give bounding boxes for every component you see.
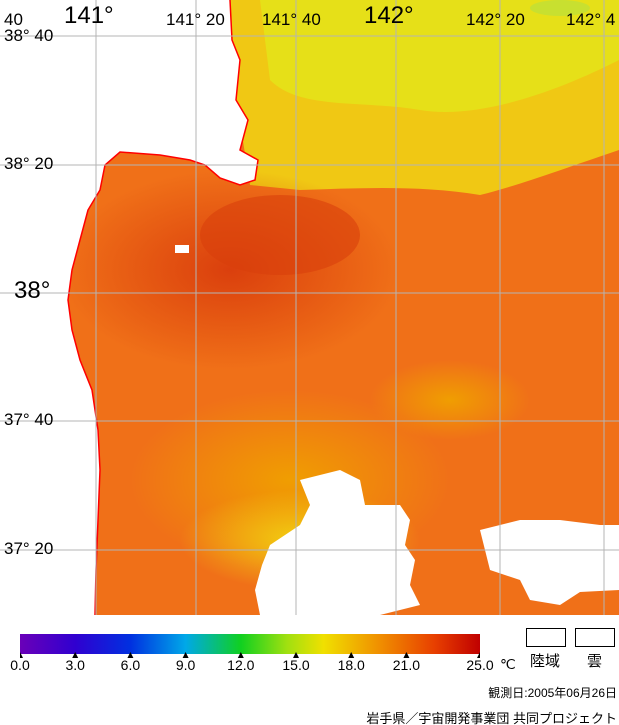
lon-label: 141° 20 [166,10,225,29]
lon-label: 142° [364,2,414,29]
color-scale-tick [182,652,189,658]
color-scale-tick-label: 15.0 [282,657,310,673]
lat-label: 38° 40 [4,26,54,45]
lon-label: 142° 20 [466,10,525,29]
cloud-legend-label: 雲 [587,653,603,670]
unit-label: ℃ [500,656,516,672]
coldest-patch [530,0,590,16]
land-legend-swatch [526,628,566,647]
color-scale-tick-label: 3.0 [65,657,85,673]
color-scale-tick-label: 12.0 [227,657,255,673]
sea-surface-temperature-map [0,0,619,615]
color-scale-tick-label: 0.0 [10,657,30,673]
color-scale-tick [72,652,79,658]
lon-label: 141° [64,2,114,29]
color-scale-tick [293,652,299,658]
lon-label: 40 [4,10,23,29]
lat-label: 38° 20 [4,154,54,173]
cooler-water-north [260,0,619,112]
color-scale-tick-label: 9.0 [175,657,196,673]
lat-label: 37° 20 [4,539,54,558]
project-credit: 岩手県／宇宙開発事業団 共同プロジェクト [366,711,617,725]
lon-label: 142° 4 [566,10,616,29]
land-legend-label: 陸域 [530,653,561,670]
warm-mid [370,360,530,440]
land-area [0,0,258,615]
color-scale-gradient [20,634,480,654]
color-scale-tick-label: 18.0 [337,657,365,673]
lon-label: 141° 40 [262,10,321,29]
observation-date: 観測日:2005年06月26日 [488,686,617,700]
hot-pool [60,170,400,370]
color-scale-tick [348,652,355,658]
coastline [67,0,259,615]
cloud-speck [175,245,189,253]
color-scale-tick [20,652,23,658]
color-scale-tick-marks [20,652,480,658]
lat-label: 38° [14,277,51,304]
cloud-patch-east [480,520,619,605]
hot-core [200,195,360,275]
graticule [0,0,619,615]
cloud-legend-swatch [575,628,615,647]
color-scale-tick [127,652,134,658]
color-scale-tick [477,652,480,658]
color-scale-tick [237,652,244,658]
color-scale-tick-label: 21.0 [392,657,421,673]
color-scale-tick-label: 25.0 [466,657,494,673]
temperature-color-scale [20,634,480,654]
color-scale-tick [403,652,410,658]
lat-label: 37° 40 [4,410,54,429]
color-scale-tick-label: 6.0 [120,657,141,673]
